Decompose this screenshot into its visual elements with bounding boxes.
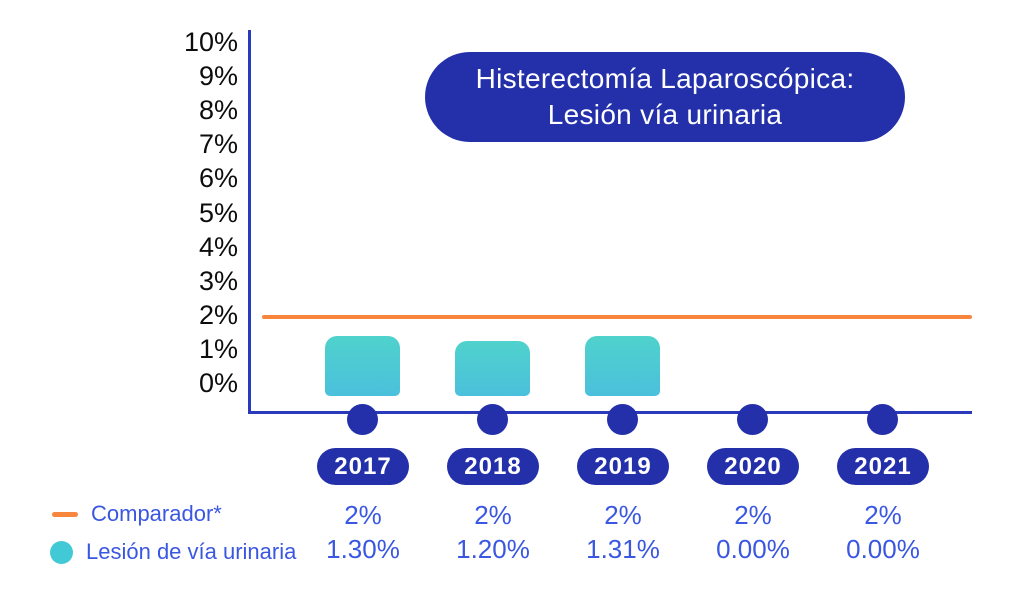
y-tick-label: 9% bbox=[198, 61, 238, 91]
comparator-value-2017: 2% bbox=[344, 500, 382, 530]
y-tick-label: 0% bbox=[198, 368, 238, 398]
lesion-circle-swatch bbox=[50, 540, 73, 564]
axis-dot-2019 bbox=[607, 404, 638, 435]
lesion-value-2021: 0.00% bbox=[846, 534, 920, 564]
y-tick-label: 7% bbox=[198, 129, 238, 159]
y-tick-label: 6% bbox=[198, 163, 238, 193]
y-tick-label: 2% bbox=[198, 300, 238, 330]
axis-dot-2017 bbox=[347, 404, 378, 435]
y-tick-label: 10% bbox=[183, 27, 238, 57]
y-tick-label: 8% bbox=[198, 95, 238, 125]
lesion-value-2020: 0.00% bbox=[716, 534, 790, 564]
bar-2017 bbox=[325, 336, 400, 396]
comparator-line bbox=[262, 315, 972, 319]
year-pill-2021: 2021 bbox=[837, 448, 929, 485]
legend-lesion-label: Lesión de vía urinaria bbox=[86, 539, 297, 564]
comparator-value-2020: 2% bbox=[734, 500, 772, 530]
legend-comparador: Comparador* bbox=[52, 501, 222, 527]
year-pill-2019: 2019 bbox=[577, 448, 669, 485]
lesion-value-2019: 1.31% bbox=[586, 534, 660, 564]
comparator-value-2021: 2% bbox=[864, 500, 902, 530]
comparator-value-2018: 2% bbox=[474, 500, 512, 530]
chart-title-line1: Histerectomía Laparoscópica: bbox=[475, 63, 855, 94]
year-pill-2020: 2020 bbox=[707, 448, 799, 485]
chart-title-line2: Lesión vía urinaria bbox=[547, 99, 783, 130]
y-tick-label: 1% bbox=[198, 334, 238, 364]
axis-dot-2020 bbox=[737, 404, 768, 435]
bar-2018 bbox=[455, 341, 530, 396]
comparator-value-2019: 2% bbox=[604, 500, 642, 530]
bar-2019 bbox=[585, 336, 660, 396]
chart-title-pill: Histerectomía Laparoscópica: Lesión vía … bbox=[425, 52, 905, 142]
lesion-value-2017: 1.30% bbox=[326, 534, 400, 564]
legend-comparador-label: Comparador* bbox=[91, 501, 222, 526]
axis-dot-2021 bbox=[867, 404, 898, 435]
y-tick-label: 4% bbox=[198, 232, 238, 262]
year-pill-2017: 2017 bbox=[317, 448, 409, 485]
y-tick-label: 5% bbox=[198, 198, 238, 228]
y-axis-line bbox=[248, 30, 251, 414]
axis-dot-2018 bbox=[477, 404, 508, 435]
comparador-line-swatch bbox=[52, 511, 78, 517]
year-pill-2018: 2018 bbox=[447, 448, 539, 485]
legend-lesion: Lesión de vía urinaria bbox=[50, 539, 296, 565]
lesion-value-2018: 1.20% bbox=[456, 534, 530, 564]
y-tick-label: 3% bbox=[198, 266, 238, 296]
